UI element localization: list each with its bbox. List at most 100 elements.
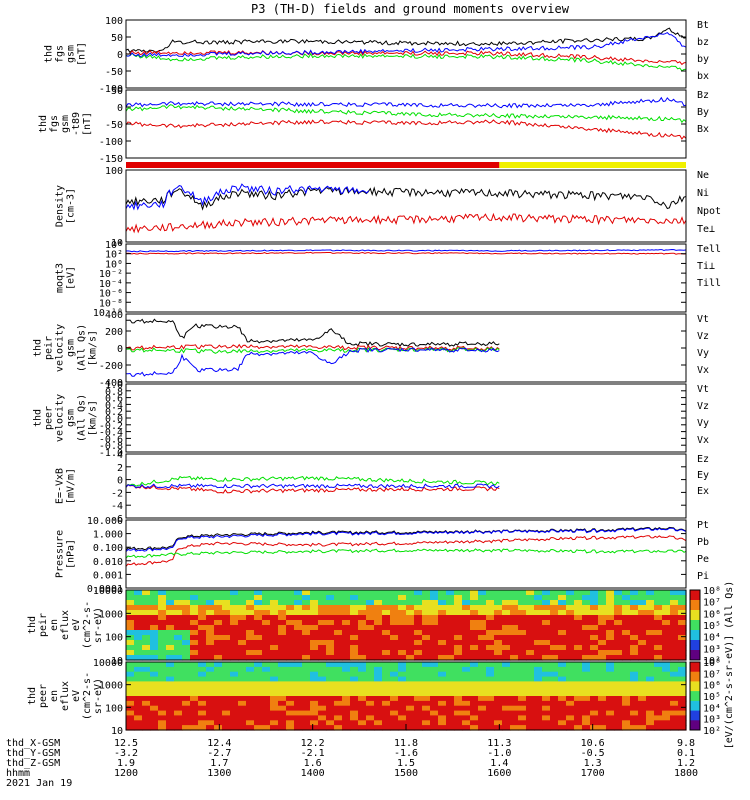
heatmap-cell: [534, 671, 543, 678]
heatmap-cell: [502, 610, 511, 616]
y-axis-label-line: [eV]: [66, 266, 77, 290]
heatmap-cell: [182, 650, 191, 656]
heatmap-cell: [390, 666, 399, 673]
heatmap-cell: [326, 725, 335, 731]
heatmap-cell: [470, 725, 479, 731]
heatmap-cell: [278, 725, 287, 731]
heatmap-cell: [126, 615, 135, 621]
heatmap-cell: [158, 645, 167, 651]
heatmap-cell: [638, 630, 647, 636]
heatmap-cell: [382, 715, 391, 721]
heatmap-cell: [198, 710, 207, 717]
colorbar-segment: [690, 600, 700, 611]
heatmap-cell: [446, 590, 455, 596]
heatmap-cell: [286, 645, 295, 651]
heatmap-cell: [566, 600, 575, 606]
heatmap-cell: [454, 671, 463, 678]
heatmap-cell: [670, 715, 679, 721]
heatmap-cell: [534, 655, 543, 661]
heatmap-cell: [622, 671, 631, 678]
heatmap-cell: [198, 671, 207, 678]
heatmap-cell: [366, 710, 375, 717]
heatmap-cell: [622, 696, 631, 702]
heatmap-cell: [678, 681, 687, 687]
heatmap-cell: [478, 676, 487, 683]
heatmap-cell: [478, 615, 487, 621]
heatmap-cell: [614, 625, 623, 631]
heatmap-cell: [446, 710, 455, 717]
heatmap-cell: [446, 691, 455, 697]
heatmap-cell: [654, 696, 663, 702]
heatmap-cell: [366, 615, 375, 621]
heatmap-cell: [326, 715, 335, 721]
heatmap-cell: [182, 605, 191, 611]
heatmap-cell: [606, 666, 615, 673]
heatmap-cell: [150, 686, 159, 692]
heatmap-cell: [438, 595, 447, 601]
heatmap-cell: [614, 671, 623, 678]
heatmap-cell: [326, 671, 335, 678]
heatmap-cell: [606, 691, 615, 697]
heatmap-cell: [246, 671, 255, 678]
heatmap-cell: [590, 640, 599, 646]
heatmap-cell: [534, 590, 543, 596]
heatmap-cell: [446, 620, 455, 626]
heatmap-cell: [190, 715, 199, 721]
heatmap-cell: [574, 600, 583, 606]
heatmap-cell: [558, 715, 567, 721]
heatmap-cell: [558, 620, 567, 626]
y-tick-label: 10000: [93, 658, 123, 669]
y-tick-label: 0: [117, 476, 123, 487]
heatmap-cell: [446, 625, 455, 631]
heatmap-cell: [326, 635, 335, 641]
heatmap-cell: [326, 705, 335, 712]
heatmap-cell: [606, 625, 615, 631]
heatmap-cell: [286, 725, 295, 731]
heatmap-cell: [310, 645, 319, 651]
heatmap-cell: [214, 686, 223, 692]
mode-bar-red: [126, 162, 500, 168]
heatmap-cell: [270, 671, 279, 678]
heatmap-cell: [518, 671, 527, 678]
heatmap-cell: [638, 650, 647, 656]
heatmap-cell: [542, 720, 551, 726]
heatmap-cell: [438, 650, 447, 656]
heatmap-cell: [254, 620, 263, 626]
heatmap-cell: [302, 615, 311, 621]
heatmap-cell: [214, 640, 223, 646]
heatmap-cell: [238, 610, 247, 616]
heatmap-cell: [638, 605, 647, 611]
heatmap-cell: [494, 696, 503, 702]
heatmap-cell: [478, 640, 487, 646]
y-axis-label-line: moqt3: [55, 263, 66, 293]
heatmap-cell: [654, 635, 663, 641]
legend-entry: bx: [697, 71, 709, 82]
heatmap-cell: [134, 681, 143, 687]
heatmap-cell: [542, 725, 551, 731]
colorbar-tick-label: 10⁷: [703, 669, 721, 680]
heatmap-cell: [414, 645, 423, 651]
heatmap-cell: [262, 595, 271, 601]
heatmap-cell: [238, 705, 247, 712]
heatmap-cell: [142, 671, 151, 678]
heatmap-cell: [534, 691, 543, 697]
heatmap-cell: [158, 666, 167, 673]
heatmap-cell: [502, 635, 511, 641]
heatmap-cell: [590, 605, 599, 611]
heatmap-cell: [334, 590, 343, 596]
heatmap-cell: [606, 696, 615, 702]
heatmap-cell: [174, 635, 183, 641]
heatmap-cell: [590, 710, 599, 717]
y-tick-label: 100: [105, 166, 123, 177]
heatmap-cell: [278, 710, 287, 717]
heatmap-cell: [398, 605, 407, 611]
heatmap-cell: [294, 595, 303, 601]
heatmap-cell: [286, 710, 295, 717]
heatmap-cell: [350, 671, 359, 678]
x-axis-value: 1.2: [677, 758, 695, 769]
y-axis-label-line: [km/s]: [88, 400, 99, 436]
heatmap-cell: [566, 691, 575, 697]
heatmap-cell: [294, 662, 303, 668]
heatmap-cell: [566, 662, 575, 668]
heatmap-cell: [446, 640, 455, 646]
